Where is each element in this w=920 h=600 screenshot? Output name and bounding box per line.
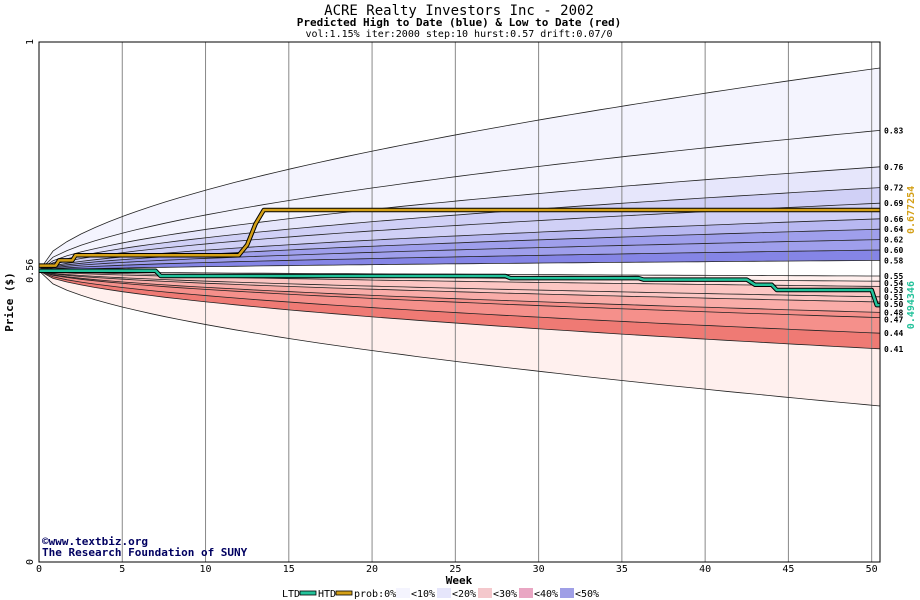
lower-band-7	[39, 270, 880, 334]
band-boundary	[38, 270, 881, 407]
upper-band-8	[39, 250, 880, 271]
x-tick-label: 40	[699, 564, 711, 575]
x-tick-label: 45	[782, 564, 794, 575]
legend-swatch-ltd	[299, 590, 317, 596]
legend-swatch-prob	[437, 588, 451, 598]
upper-band-6	[39, 229, 880, 271]
x-axis-label: Week	[446, 574, 473, 587]
band-level-label: 0.41	[884, 345, 903, 354]
band-level-label: 0.72	[884, 184, 903, 193]
upper-band-4	[39, 203, 880, 271]
legend-label: <40%	[534, 589, 558, 600]
legend-label: <30%	[493, 589, 517, 600]
x-tick-label: 10	[200, 564, 212, 575]
band-level-label: 0.66	[884, 215, 903, 224]
x-tick-label: 50	[866, 564, 878, 575]
band-labels: 0.83 0.76 0.72 0.69 0.660.64 0.620.600.58 0.55…	[884, 126, 917, 353]
lower-band-4	[39, 270, 880, 302]
lower-band-8	[39, 270, 880, 349]
band-boundary	[38, 239, 881, 272]
band-level-label: 0.44	[884, 329, 903, 338]
legend-label: HTD	[318, 589, 336, 600]
legend-label: <10%	[411, 589, 435, 600]
band-boundary	[38, 187, 881, 272]
x-tick-label: 20	[366, 564, 378, 575]
x-tick-label: 15	[283, 564, 295, 575]
legend-swatch-prob	[478, 588, 492, 598]
band-level-label: 0.50	[884, 300, 903, 309]
legend-label: <20%	[452, 589, 476, 600]
band-boundary	[38, 270, 881, 313]
series-end-label-ltd: 0.494346	[906, 281, 917, 329]
y-tick-label: 1	[25, 39, 36, 45]
band-level-label: 0.51	[884, 293, 903, 302]
band-boundary	[38, 260, 881, 272]
upper-band-5	[39, 218, 880, 271]
legend: LTD HTD prob:0% <10% <20% <30% <40% <50%	[282, 588, 599, 600]
lower-band-6	[39, 270, 880, 318]
lower-band-2	[39, 270, 880, 287]
band-level-label: 0.53	[884, 286, 903, 295]
plot-frame	[38, 41, 881, 563]
band-boundary	[38, 270, 881, 298]
series-line-ltd	[39, 269, 880, 307]
band-level-label: 0.60	[884, 246, 903, 255]
upper-band-2	[39, 166, 880, 271]
band-boundary	[38, 270, 881, 318]
band-level-label: 0.55	[884, 272, 903, 281]
chart-params: vol:1.15% iter:2000 step:10 hurst:0.57 d…	[305, 29, 612, 40]
upper-band-7	[39, 239, 880, 271]
axes: 0 5 10 15 20 25 30 35 40 45 50 0 0.56 1	[25, 39, 881, 575]
band-level-label: 0.58	[884, 256, 903, 265]
band-boundaries	[38, 67, 881, 407]
band-level-label: 0.47	[884, 315, 903, 324]
y-tick-label: 0.56	[25, 259, 36, 283]
x-tick-label: 30	[533, 564, 545, 575]
upper-band-0	[39, 68, 880, 271]
band-boundary	[38, 270, 881, 303]
band-level-label: 0.76	[884, 163, 903, 172]
legend-swatch-prob	[519, 588, 533, 598]
legend-swatch-prob	[396, 588, 410, 598]
series-line-htd	[39, 208, 880, 267]
band-level-label: 0.62	[884, 236, 903, 245]
chart-title: ACRE Realty Investors Inc - 2002	[324, 3, 594, 19]
legend-label: prob:0%	[354, 589, 396, 600]
watermark-line-2: The Research Foundation of SUNY	[42, 546, 248, 559]
x-tick-label: 25	[449, 564, 461, 575]
center-band	[39, 260, 880, 276]
x-tick-label: 5	[119, 564, 125, 575]
band-boundary	[38, 218, 881, 272]
x-tick-label: 0	[36, 564, 42, 575]
y-tick-label: 0	[25, 559, 36, 565]
band-boundary	[38, 67, 881, 272]
lower-band-3	[39, 270, 880, 297]
x-tick-label: 35	[616, 564, 628, 575]
legend-label: LTD	[282, 589, 300, 600]
legend-swatch-htd	[335, 590, 353, 596]
band-level-label: 0.83	[884, 126, 903, 135]
band-boundary	[38, 166, 881, 272]
band-boundary	[38, 270, 881, 350]
y-axis-label: Price ($)	[3, 272, 16, 332]
band-boundary	[38, 270, 881, 334]
band-level-label: 0.54	[884, 279, 903, 288]
chart-subtitle: Predicted High to Date (blue) & Low to D…	[297, 16, 622, 29]
legend-label: <50%	[575, 589, 599, 600]
watermark-line-1: ©www.textbiz.org	[42, 535, 148, 548]
lower-band-5	[39, 270, 880, 313]
series-lines	[39, 207, 880, 308]
band-boundary	[38, 130, 881, 272]
band-level-label: 0.69	[884, 199, 903, 208]
band-level-label: 0.48	[884, 308, 903, 317]
band-boundary	[38, 249, 881, 272]
band-level-label: 0.64	[884, 225, 903, 234]
series-end-label-htd: 0.677254	[906, 186, 917, 234]
legend-swatch-prob	[560, 588, 574, 598]
